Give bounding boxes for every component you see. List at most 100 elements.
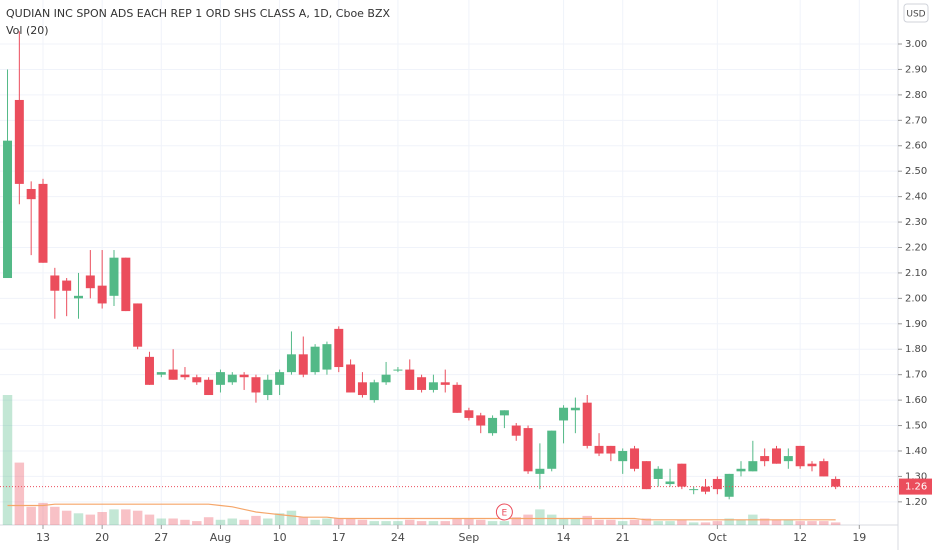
candle-body [180,374,190,378]
volume-bar [2,395,13,525]
candle-body [393,369,403,371]
volume-bar [558,518,569,525]
candle-body [452,384,462,413]
candle-body [109,257,119,296]
volume-bar [736,519,746,525]
candle-body [464,410,474,418]
volume-bar [203,517,214,525]
candle-body [476,415,486,426]
volume-bar [357,519,368,525]
volume-bar [121,509,131,525]
y-tick-label: 2.90 [905,64,927,75]
candle-body [653,468,663,479]
volume-bar [144,514,155,525]
candle-body [428,382,438,390]
last-price-label: 1.26 [905,482,927,493]
volume-bar [759,518,770,525]
candle-body [559,407,569,421]
volume-bar [617,521,628,525]
volume-bar [452,518,462,525]
candle-body [156,372,166,375]
candle-body [523,428,533,472]
volume-bar [109,509,119,525]
volume-bar [334,518,344,525]
volume-bar [38,502,48,525]
x-tick-label: 17 [332,531,346,544]
chart-title: QUDIAN INC SPON ADS EACH REP 1 ORD SHS C… [6,7,391,20]
y-tick-label: 2.40 [905,192,927,203]
candle-body [346,364,356,393]
y-tick-label: 1.20 [905,497,927,508]
x-tick-label: 14 [557,531,571,544]
candle-body [227,374,237,383]
volume-bar [511,517,521,525]
y-tick-label: 2.60 [905,141,927,152]
volume-bar [487,521,498,525]
volume-bar [369,521,379,525]
volume-bar [227,518,238,525]
volume-bar [688,522,699,525]
volume-bar [641,518,652,525]
volume-bar [393,521,403,525]
x-tick-label: 24 [391,531,405,544]
volume-bar [85,514,96,525]
candle-body [807,463,817,467]
candle-body [783,456,793,462]
candle-body [736,468,746,472]
volume-bar [464,518,474,525]
y-tick-label: 1.40 [905,446,927,457]
volume-bar [215,519,226,525]
candle-body [618,450,628,462]
y-tick-label: 3.00 [905,39,927,50]
candle-body [50,275,60,291]
last-price-box [899,478,932,495]
y-tick-label: 2.10 [905,268,927,279]
volume-bar [629,519,640,525]
volume-ma-line [7,503,836,521]
volume-bar [795,521,805,525]
candle-body [14,99,24,184]
y-tick-label: 2.50 [905,166,927,177]
earnings-label: E [502,509,508,519]
volume-bar [476,519,486,525]
volume-bar [819,521,829,525]
candle-body [535,468,545,474]
volume-bar [192,521,202,525]
candle-body [701,486,711,492]
candle-body [192,377,202,383]
volume-bar [428,521,439,525]
candle-body [606,445,616,454]
volume-bar [274,513,285,525]
volume-bar [712,521,723,525]
candle-body [97,285,107,304]
y-tick-label: 2.70 [905,115,927,126]
volume-bar [156,518,167,525]
candle-body [62,280,72,291]
y-tick-label: 2.80 [905,90,927,101]
y-tick-label: 1.50 [905,421,927,432]
volume-bar [546,514,557,525]
candle-body [724,473,734,497]
x-tick-label: Sep [459,531,480,544]
candle-body [712,478,722,490]
volume-bar [251,515,261,525]
x-tick-label: Oct [708,531,728,544]
volume-bar [582,515,592,525]
candle-body [760,456,770,462]
volume-bar [322,518,332,525]
volume-bar [594,519,604,525]
candle-body [85,275,95,289]
candle-body [630,448,640,469]
volume-bar [132,510,143,525]
candle-body [144,356,154,385]
volume-bar [523,514,533,525]
candle-body [3,140,13,279]
x-tick-label: 20 [95,531,109,544]
candle-body [204,379,214,396]
y-tick-label: 2.30 [905,217,927,228]
x-tick-label: 21 [616,531,630,544]
candle-body [665,481,675,485]
candle-body [215,372,225,385]
volume-bar [830,522,841,525]
